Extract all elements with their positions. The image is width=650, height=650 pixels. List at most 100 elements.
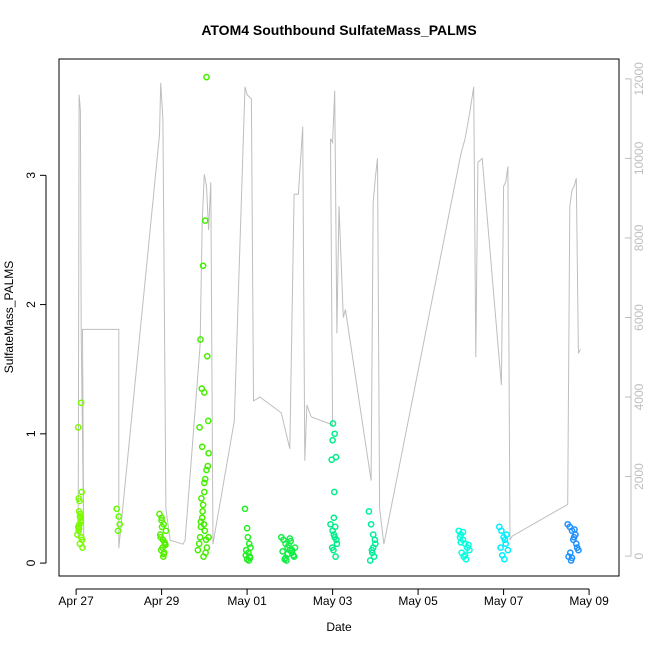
x-tick-label: Apr 27 <box>58 594 94 608</box>
data-point <box>114 527 122 535</box>
data-point <box>243 524 251 532</box>
data-point <box>365 508 373 515</box>
data-point <box>465 541 472 549</box>
data-point <box>203 73 210 81</box>
data-point <box>77 517 85 524</box>
data-point <box>74 424 82 431</box>
scatter-points <box>74 73 582 564</box>
data-point <box>158 517 165 524</box>
data-point <box>203 466 210 474</box>
data-point <box>200 479 208 487</box>
data-point <box>501 555 508 563</box>
data-point <box>200 553 207 560</box>
y2-tick-label: 8000 <box>632 224 646 251</box>
y-axis-left: 0 1 2 3 <box>24 172 47 566</box>
data-point <box>159 553 167 560</box>
data-point <box>330 488 338 496</box>
y-tick-label: 2 <box>24 301 38 308</box>
data-point <box>333 536 340 544</box>
data-point <box>204 417 212 425</box>
chart-title: ATOM4 Southbound SulfateMass_PALMS <box>201 22 476 38</box>
data-point <box>78 536 86 544</box>
data-point <box>205 449 212 457</box>
data-point <box>116 520 124 528</box>
data-point <box>196 533 204 541</box>
data-point <box>329 436 336 444</box>
data-point <box>284 550 292 558</box>
x-tick-label: Apr 29 <box>144 594 180 608</box>
x-tick-label: May 03 <box>313 594 353 608</box>
y2-tick-label: 6000 <box>632 304 646 331</box>
data-point <box>333 540 341 548</box>
data-point <box>75 527 83 535</box>
data-point <box>198 514 206 522</box>
data-point <box>199 262 207 270</box>
data-point <box>241 505 249 513</box>
data-point <box>497 544 504 551</box>
x-tick-label: May 07 <box>484 594 524 608</box>
y-axis-label: SulfateMass_PALMS <box>2 261 16 374</box>
x-tick-label: May 01 <box>227 594 267 608</box>
data-point <box>158 514 165 522</box>
data-point <box>197 336 204 343</box>
data-point <box>162 527 170 535</box>
y-tick-label: 0 <box>24 559 38 566</box>
data-point <box>501 536 509 544</box>
data-point <box>197 518 205 526</box>
data-point <box>74 531 81 538</box>
data-point <box>201 527 209 535</box>
data-point <box>78 488 86 496</box>
data-point <box>504 546 512 554</box>
data-point <box>79 544 86 551</box>
data-point <box>158 523 166 531</box>
data-point <box>196 424 203 431</box>
data-point <box>161 539 168 546</box>
data-point <box>203 352 211 360</box>
data-point <box>329 420 337 427</box>
y2-tick-label: 4000 <box>632 383 646 410</box>
data-point <box>195 540 203 548</box>
data-point <box>571 526 578 533</box>
data-point <box>194 546 202 554</box>
data-point <box>244 533 252 541</box>
data-point <box>245 540 253 548</box>
y-tick-label: 3 <box>24 172 38 179</box>
data-point <box>201 475 209 483</box>
data-point <box>198 443 206 451</box>
data-point <box>205 533 212 541</box>
data-point <box>77 399 85 407</box>
data-point <box>246 554 254 562</box>
data-point <box>204 462 212 470</box>
data-point <box>332 453 340 461</box>
plot-frame <box>58 58 620 577</box>
data-point <box>75 524 83 532</box>
data-point <box>328 544 336 551</box>
data-point <box>198 495 205 502</box>
data-point <box>76 497 83 505</box>
x-tick-label: May 09 <box>569 594 609 608</box>
x-axis-label: Date <box>326 620 352 634</box>
data-point <box>200 488 208 496</box>
data-point <box>279 548 286 555</box>
y-axis-right: 0 2000 4000 6000 8000 10000 12000 <box>625 62 646 559</box>
y2-tick-label: 12000 <box>632 62 646 96</box>
data-point <box>76 513 84 520</box>
y2-tick-label: 10000 <box>632 141 646 175</box>
y-tick-label: 1 <box>24 430 38 437</box>
data-point <box>199 508 206 515</box>
data-point <box>115 513 123 520</box>
data-point <box>160 550 168 558</box>
data-point <box>369 544 377 551</box>
altitude-line <box>77 82 581 549</box>
data-point <box>332 553 339 560</box>
data-point <box>156 531 164 538</box>
y2-tick-label: 2000 <box>632 463 646 490</box>
data-point <box>199 501 207 509</box>
data-point <box>462 555 470 563</box>
data-point <box>461 551 469 559</box>
x-axis: Apr 27 Apr 29 May 01 May 03 May 05 May 07 May … <box>58 588 609 608</box>
data-point <box>200 389 208 396</box>
y2-tick-label: 0 <box>632 552 646 559</box>
data-point <box>502 540 510 548</box>
